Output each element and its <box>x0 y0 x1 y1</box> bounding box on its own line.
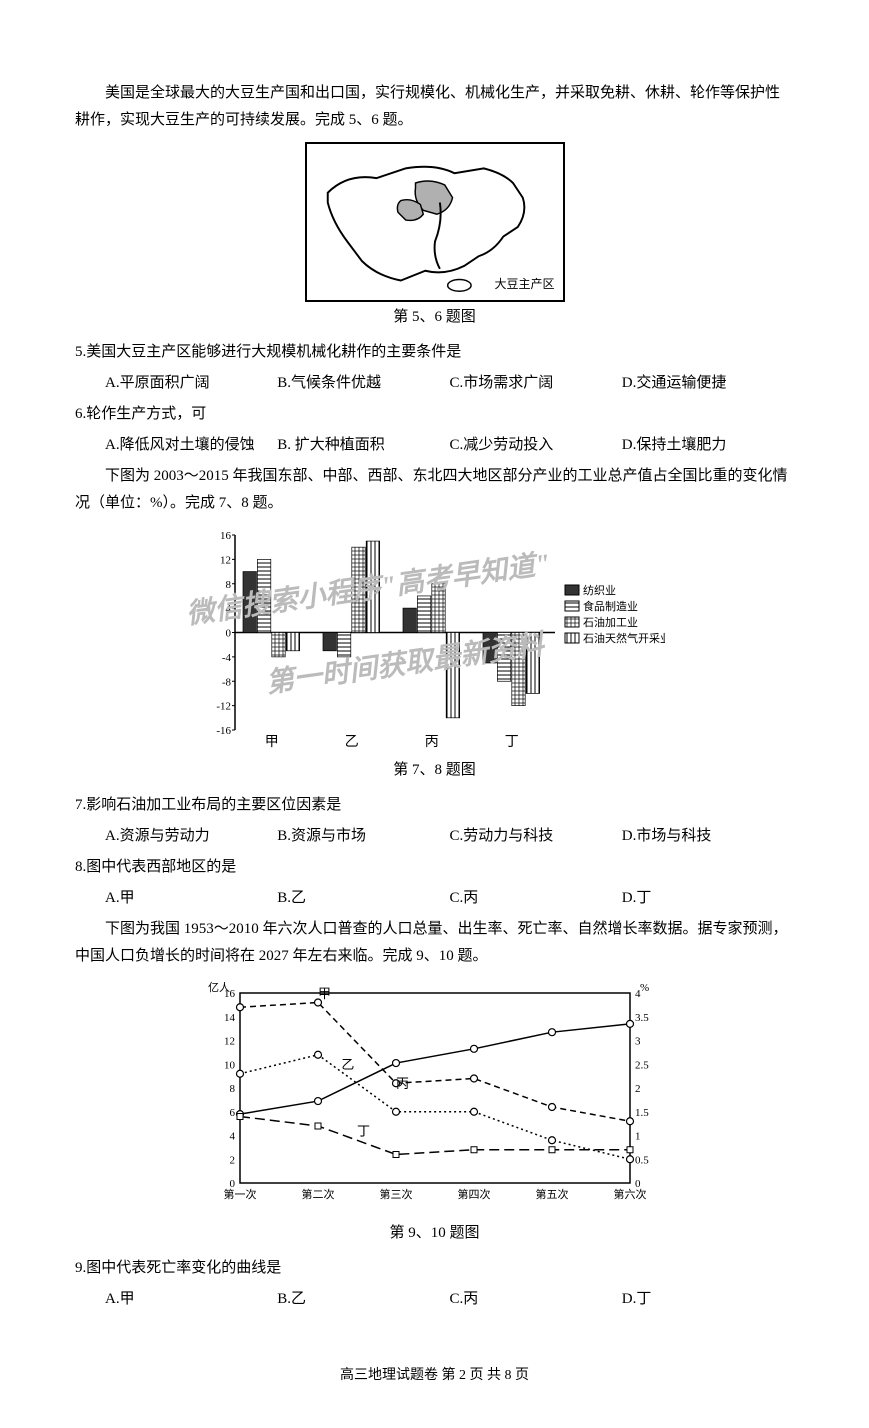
svg-text:第五次: 第五次 <box>535 1187 568 1201</box>
svg-text:第一次: 第一次 <box>223 1187 256 1201</box>
svg-text:第二次: 第二次 <box>301 1187 334 1201</box>
q5-opt-c: C.市场需求广阔 <box>450 370 622 397</box>
bar-chart-svg: -16 -12 -8 -4 0 4 8 12 16 甲 乙 丙 丁 纺织业食品制造业石油加工业石油天然气开… <box>205 525 665 755</box>
svg-text:甲: 甲 <box>264 735 278 750</box>
svg-text:8: 8 <box>225 579 231 591</box>
figure-7-8: 微信搜索小程序"高考早知道" 第一时间获取最新资料 -16-12-8-40481… <box>75 525 794 784</box>
svg-text:6: 6 <box>229 1107 235 1119</box>
q7-options: A.资源与劳动力 B.资源与市场 C.劳动力与科技 D.市场与科技 <box>75 823 794 850</box>
intro-7-8: 下图为 2003～2015 年我国东部、中部、西部、东北四大地区部分产业的工业总… <box>75 463 794 517</box>
intro-5-6: 美国是全球最大的大豆生产国和出口国，实行规模化、机械化生产，并采取免耕、休耕、轮… <box>75 80 794 134</box>
svg-text:2: 2 <box>635 1083 641 1095</box>
svg-text:丙: 丙 <box>396 1076 409 1091</box>
svg-text:亿人: 亿人 <box>208 981 230 994</box>
q9-opt-b: B.乙 <box>277 1286 449 1313</box>
svg-text:12: 12 <box>220 554 231 566</box>
svg-text:食品制造业: 食品制造业 <box>583 599 638 613</box>
figure-9-10-caption: 第 9、10 题图 <box>75 1220 794 1247</box>
svg-text:乙: 乙 <box>341 1057 354 1072</box>
svg-text:丙: 丙 <box>424 735 438 750</box>
svg-text:2: 2 <box>229 1154 235 1166</box>
question-8: 8.图中代表西部地区的是 <box>75 854 794 881</box>
q8-opt-c: C.丙 <box>450 885 622 912</box>
q6-opt-a: A.降低风对土壤的侵蚀 <box>105 432 277 459</box>
svg-text:1: 1 <box>635 1131 641 1143</box>
q7-opt-b: B.资源与市场 <box>277 823 449 850</box>
svg-text:4: 4 <box>229 1131 235 1143</box>
svg-text:%: % <box>640 982 649 994</box>
svg-text:-8: -8 <box>221 676 231 688</box>
svg-text:纺织业: 纺织业 <box>583 583 616 597</box>
q5-opt-b: B.气候条件优越 <box>277 370 449 397</box>
q7-opt-c: C.劳动力与科技 <box>450 823 622 850</box>
svg-text:乙: 乙 <box>344 734 358 750</box>
q9-opt-c: C.丙 <box>450 1286 622 1313</box>
q9-opt-a: A.甲 <box>105 1286 277 1313</box>
q5-opt-a: A.平原面积广阔 <box>105 370 277 397</box>
svg-text:1.5: 1.5 <box>635 1107 649 1119</box>
q6-opt-d: D.保持土壤肥力 <box>622 432 794 459</box>
q7-opt-a: A.资源与劳动力 <box>105 823 277 850</box>
q8-opt-b: B.乙 <box>277 885 449 912</box>
q9-options: A.甲 B.乙 C.丙 D.丁 <box>75 1286 794 1313</box>
svg-text:3: 3 <box>635 1036 641 1048</box>
page-footer: 高三地理试题卷 第 2 页 共 8 页 <box>75 1363 794 1388</box>
svg-text:-12: -12 <box>216 701 231 713</box>
q5-options: A.平原面积广阔 B.气候条件优越 C.市场需求广阔 D.交通运输便捷 <box>75 370 794 397</box>
svg-text:14: 14 <box>224 1012 236 1024</box>
q8-opt-a: A.甲 <box>105 885 277 912</box>
map-label: 大豆主产区 <box>494 274 554 296</box>
q5-opt-d: D.交通运输便捷 <box>622 370 794 397</box>
q6-options: A.降低风对土壤的侵蚀 B. 扩大种植面积 C.减少劳动投入 D.保持土壤肥力 <box>75 432 794 459</box>
svg-text:10: 10 <box>224 1059 236 1071</box>
svg-text:丁: 丁 <box>357 1124 370 1139</box>
question-9: 9.图中代表死亡率变化的曲线是 <box>75 1255 794 1282</box>
bar-chart: 微信搜索小程序"高考早知道" 第一时间获取最新资料 -16-12-8-40481… <box>205 525 665 755</box>
usa-map: 大豆主产区 <box>305 142 565 302</box>
figure-7-8-caption: 第 7、8 题图 <box>75 757 794 784</box>
svg-text:16: 16 <box>220 530 232 542</box>
svg-text:12: 12 <box>224 1036 235 1048</box>
line-chart: 024681012141600.511.522.533.54亿人%第一次第二次第… <box>200 978 670 1218</box>
figure-5-6: 大豆主产区 第 5、6 题图 <box>75 142 794 331</box>
svg-text:0: 0 <box>225 628 231 640</box>
q9-opt-d: D.丁 <box>622 1286 794 1313</box>
figure-5-6-caption: 第 5、6 题图 <box>75 304 794 331</box>
svg-text:丁: 丁 <box>504 735 518 750</box>
svg-text:2.5: 2.5 <box>635 1059 649 1071</box>
line-chart-svg: 024681012141600.511.522.533.54亿人%第一次第二次第… <box>200 978 670 1208</box>
svg-text:石油天然气开采业: 石油天然气开采业 <box>583 631 665 645</box>
svg-text:-4: -4 <box>221 652 231 664</box>
svg-text:0.5: 0.5 <box>635 1154 649 1166</box>
svg-text:第三次: 第三次 <box>379 1187 412 1201</box>
svg-text:3.5: 3.5 <box>635 1012 649 1024</box>
q7-opt-d: D.市场与科技 <box>622 823 794 850</box>
svg-text:石油加工业: 石油加工业 <box>583 615 638 629</box>
svg-text:8: 8 <box>229 1083 235 1095</box>
svg-text:第四次: 第四次 <box>457 1187 490 1201</box>
figure-9-10: 024681012141600.511.522.533.54亿人%第一次第二次第… <box>75 978 794 1247</box>
question-5: 5.美国大豆主产区能够进行大规模机械化耕作的主要条件是 <box>75 339 794 366</box>
q8-opt-d: D.丁 <box>622 885 794 912</box>
svg-text:4: 4 <box>225 603 231 615</box>
q8-options: A.甲 B.乙 C.丙 D.丁 <box>75 885 794 912</box>
question-6: 6.轮作生产方式，可 <box>75 401 794 428</box>
intro-9-10: 下图为我国 1953～2010 年六次人口普查的人口总量、出生率、死亡率、自然增… <box>75 916 794 970</box>
question-7: 7.影响石油加工业布局的主要区位因素是 <box>75 792 794 819</box>
q6-opt-c: C.减少劳动投入 <box>450 432 622 459</box>
svg-text:第六次: 第六次 <box>613 1187 646 1201</box>
svg-text:-16: -16 <box>216 725 231 737</box>
q6-opt-b: B. 扩大种植面积 <box>277 432 449 459</box>
svg-text:甲: 甲 <box>318 986 331 1001</box>
